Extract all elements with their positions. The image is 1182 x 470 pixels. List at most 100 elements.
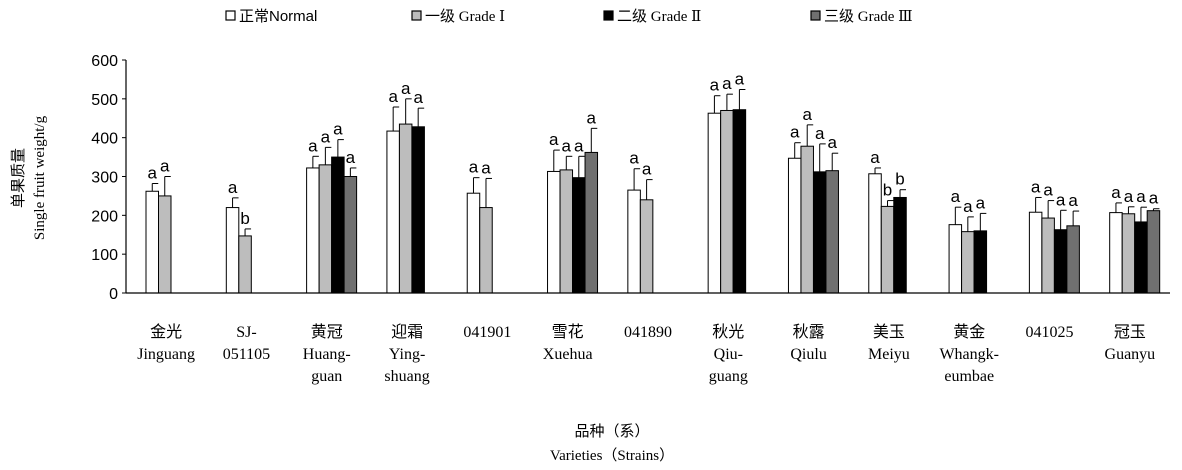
significance-letter: a (388, 87, 398, 106)
bar (331, 156, 345, 294)
significance-letter: a (710, 76, 720, 95)
x-tick-label: guan (311, 368, 342, 385)
bar (559, 169, 574, 294)
x-tick-label: 冠玉 (1114, 324, 1146, 341)
bar (639, 199, 654, 294)
significance-letter: a (574, 136, 584, 155)
x-tick-label: Whangk- (939, 346, 999, 363)
legend: 正常Normal 一级 Grade Ⅰ 二级 Grade Ⅱ 三级 Grade Ⅲ (225, 8, 913, 25)
x-tick-label: 黄冠 (311, 323, 343, 341)
x-tick-label: 秋露 (793, 323, 825, 341)
bar (707, 112, 722, 294)
x-axis-title-cn: 品种（系） (574, 423, 649, 440)
significance-letter: a (870, 148, 880, 167)
x-tick-label: 051105 (223, 346, 270, 363)
significance-letter: a (549, 130, 559, 149)
significance-letter: a (790, 123, 800, 142)
x-tick-label: guang (709, 368, 748, 385)
bar (466, 192, 481, 294)
x-tick-label: 迎霜 (391, 323, 423, 341)
x-tick-label: Jinguang (137, 346, 195, 363)
y-tick-label: 100 (91, 247, 118, 264)
significance-letter: a (1056, 190, 1066, 209)
significance-letter: a (629, 149, 639, 168)
significance-letter: a (1136, 187, 1146, 206)
bar (812, 171, 827, 294)
significance-letter: a (160, 157, 170, 176)
y-tick-label: 400 (91, 131, 118, 148)
x-tick-label: Guanyu (1105, 346, 1156, 363)
bar (306, 167, 320, 294)
legend-swatch-3 (603, 10, 614, 21)
significance-letter: a (1043, 181, 1053, 200)
bar (893, 196, 907, 294)
significance-letter: b (883, 181, 892, 200)
significance-letter: a (827, 133, 837, 152)
legend-swatch-1 (225, 10, 236, 21)
y-tick-label: 600 (91, 53, 118, 70)
legend-label-2: 一级 Grade Ⅰ (425, 8, 505, 25)
bar (145, 190, 159, 294)
legend-swatch-2 (411, 10, 422, 21)
bar (411, 126, 425, 294)
legend-label-4: 三级 Grade Ⅲ (824, 8, 913, 25)
y-tick-label: 200 (91, 208, 118, 225)
significance-letter: a (228, 178, 238, 197)
x-tick-label: shuang (384, 368, 429, 385)
significance-letter: a (333, 120, 343, 139)
significance-letter: a (1149, 189, 1159, 208)
significance-letter: b (895, 170, 904, 189)
significance-letter: a (413, 88, 423, 107)
legend-label-1: 正常Normal (239, 8, 317, 25)
significance-letter: b (240, 209, 249, 228)
x-tick-label: Ying- (389, 346, 425, 363)
x-tick-label: 秋光 (712, 323, 744, 341)
bar (318, 164, 333, 294)
legend-swatch-4 (810, 10, 821, 21)
x-tick-label: Xuehua (543, 346, 593, 363)
significance-letter: a (321, 127, 331, 146)
significance-letter: a (815, 124, 825, 143)
bar (720, 109, 734, 294)
significance-letter: a (308, 136, 318, 155)
bar (386, 130, 400, 294)
bar (732, 109, 747, 294)
x-tick-label: 金光 (150, 323, 182, 341)
bar (398, 123, 413, 294)
legend-label-3: 二级 Grade Ⅱ (617, 8, 701, 25)
bar (1109, 212, 1123, 294)
bar (1146, 210, 1161, 294)
bar (572, 177, 586, 294)
bar (868, 173, 882, 294)
bar (948, 224, 963, 294)
x-axis-title-en: Varieties（Strains） (550, 447, 674, 464)
significance-letter: a (346, 148, 356, 167)
bar (479, 207, 493, 294)
significance-letter: a (401, 79, 411, 98)
x-tick-label: Qiulu (790, 346, 826, 363)
bar (961, 231, 975, 294)
x-tick-label: 雪花 (552, 323, 584, 341)
significance-letter: a (1124, 187, 1134, 206)
x-tick-label: 041890 (624, 324, 672, 341)
significance-letter: a (587, 108, 597, 127)
significance-letter: a (1068, 191, 1078, 210)
significance-letter: a (802, 105, 812, 124)
bar (1028, 211, 1043, 294)
bar (547, 170, 561, 294)
significance-letter: a (722, 74, 732, 93)
y-axis-title: 单果质量 Single fruit weight/g (10, 115, 48, 240)
y-axis-ticks: 0 100 200 300 400 500 600 (91, 53, 126, 303)
y-tick-label: 0 (109, 286, 118, 303)
bar (1053, 229, 1068, 294)
x-tick-label: 美玉 (873, 323, 905, 341)
significance-letter: a (963, 197, 973, 216)
significance-letter: a (951, 187, 961, 206)
bar (973, 230, 988, 294)
axes (125, 60, 1170, 294)
significance-letter: a (481, 158, 491, 177)
bar (584, 151, 599, 294)
x-tick-label: 041025 (1026, 324, 1074, 341)
bar (800, 145, 814, 294)
